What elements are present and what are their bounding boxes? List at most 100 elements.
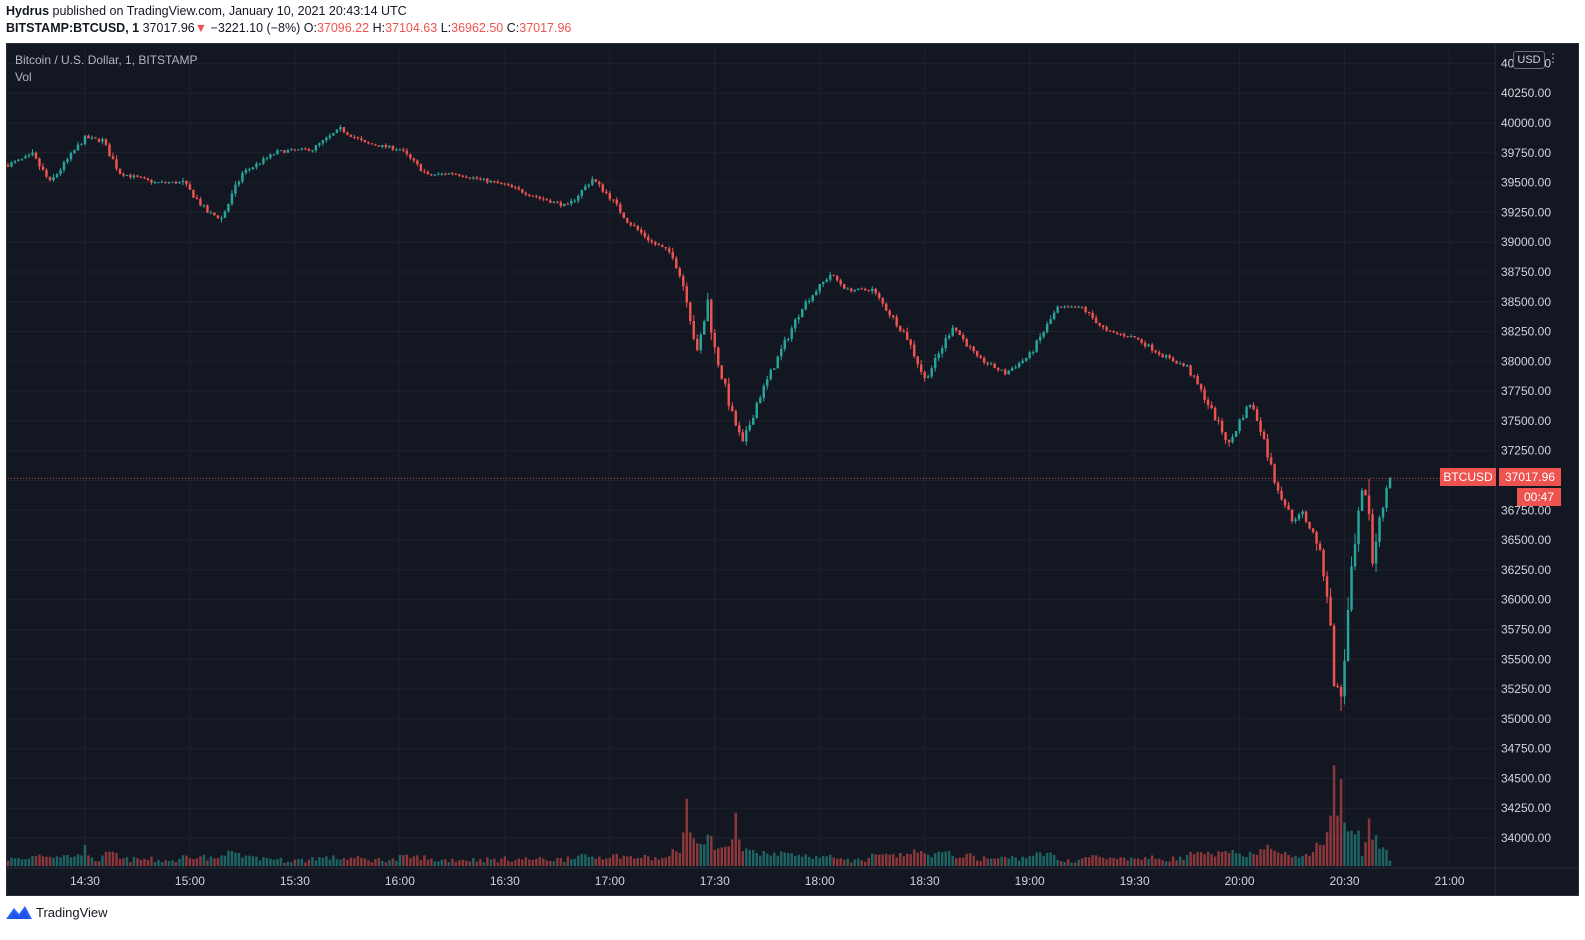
volume-legend[interactable]: Vol (15, 70, 32, 84)
volume-bar (587, 857, 591, 866)
volume-bar (1252, 853, 1255, 866)
volume-bar (209, 856, 213, 866)
volume-bar (1255, 854, 1259, 866)
candlestick-chart[interactable]: 34000.00 34250.00 34500.00 34750.00 35000.00… (7, 44, 1578, 895)
candle-body (975, 351, 979, 356)
author-name[interactable]: Hydrus (6, 4, 50, 18)
candle-body (461, 175, 465, 177)
volume-bar (724, 846, 727, 866)
candle-body (891, 315, 895, 318)
volume-bar (954, 858, 958, 866)
volume-bar (1353, 834, 1357, 866)
open-label: O: (303, 21, 317, 35)
volume-bar (1028, 856, 1031, 866)
candle-body (395, 149, 398, 151)
volume-bar (643, 854, 647, 866)
y-tick-label: 40000.00 (1501, 116, 1551, 130)
volume-bar (80, 855, 83, 866)
candle-body (545, 199, 549, 201)
ohlc-header: BITSTAMP:BTCUSD, 1 37017.96▼ −3221.10 (−… (6, 21, 571, 39)
volume-bar (458, 860, 461, 866)
candle-body (898, 326, 902, 331)
volume-bar (961, 857, 965, 866)
candle-body (594, 179, 598, 182)
candle-body (248, 169, 251, 171)
volume-bar (909, 854, 912, 866)
candle-body (573, 200, 577, 202)
volume-bar (447, 862, 451, 866)
chart-panel[interactable]: 34000.00 34250.00 34500.00 34750.00 35000.00… (6, 43, 1579, 896)
candle-body (797, 317, 800, 320)
volume-bar (769, 855, 772, 866)
candle-body (13, 161, 17, 163)
volume-bar (507, 860, 510, 866)
candle-body (769, 369, 772, 380)
candle-body (794, 319, 797, 329)
currency-button[interactable]: USD (1513, 51, 1545, 69)
candle-body (192, 189, 195, 198)
candle-body (1129, 336, 1133, 338)
volume-bar (150, 856, 153, 866)
volume-bar (1014, 857, 1017, 866)
volume-bar (1122, 857, 1126, 866)
volume-bar (125, 857, 129, 866)
candle-body (321, 140, 325, 144)
candle-body (881, 298, 884, 304)
series-legend[interactable]: Bitcoin / U.S. Dollar, 1, BITSTAMP (15, 53, 198, 67)
volume-bar (1287, 854, 1290, 866)
volume-bar (283, 862, 286, 866)
candle-body (223, 211, 227, 218)
candle-body (598, 181, 601, 185)
volume-bar (1196, 852, 1199, 866)
candle-body (272, 154, 276, 156)
candle-body (1087, 312, 1091, 314)
candle-body (391, 145, 395, 150)
volume-bar (619, 858, 622, 866)
volume-bar (122, 858, 125, 866)
volume-bar (1346, 831, 1350, 866)
candle-body (1210, 405, 1213, 408)
footer-brand[interactable]: TradingView (6, 900, 108, 924)
volume-bar (167, 861, 171, 866)
candle-body (171, 181, 174, 183)
volume-bar (675, 851, 678, 866)
volume-bar (787, 853, 790, 866)
volume-bar (55, 856, 59, 866)
volume-bar (1070, 862, 1073, 866)
candle-body (83, 135, 87, 145)
volume-bar (94, 861, 97, 866)
volume-bar (1332, 765, 1336, 866)
candle-body (164, 181, 167, 183)
candle-body (1290, 509, 1294, 522)
candle-body (1126, 336, 1129, 338)
volume-bar (559, 857, 563, 866)
volume-bar (160, 862, 164, 866)
more-dots-icon[interactable]: ⋮ (1547, 51, 1559, 65)
volume-bar (1178, 856, 1182, 866)
candle-body (318, 143, 321, 146)
candle-body (668, 248, 671, 252)
candle-body (954, 327, 958, 331)
volume-bar (933, 853, 937, 866)
volume-bar (835, 858, 839, 866)
volume-bar (433, 861, 437, 866)
volume-bar (332, 855, 335, 866)
candle-body (741, 432, 744, 442)
candle-body (346, 132, 349, 135)
volume-bar (573, 858, 577, 866)
candle-body (552, 201, 556, 203)
volume-bar (804, 854, 807, 866)
candle-body (661, 245, 664, 248)
candle-body (286, 150, 290, 153)
volume-bar (381, 860, 384, 866)
volume-bar (370, 862, 374, 866)
candle-body (1287, 505, 1290, 510)
volume-bar (27, 858, 31, 866)
candle-body (996, 368, 1000, 370)
candle-body (1280, 490, 1283, 500)
volume-bar (1234, 853, 1238, 866)
volume-bar (626, 856, 629, 866)
volume-bar (1266, 844, 1269, 866)
candle-body (230, 193, 234, 204)
candle-body (146, 178, 150, 180)
